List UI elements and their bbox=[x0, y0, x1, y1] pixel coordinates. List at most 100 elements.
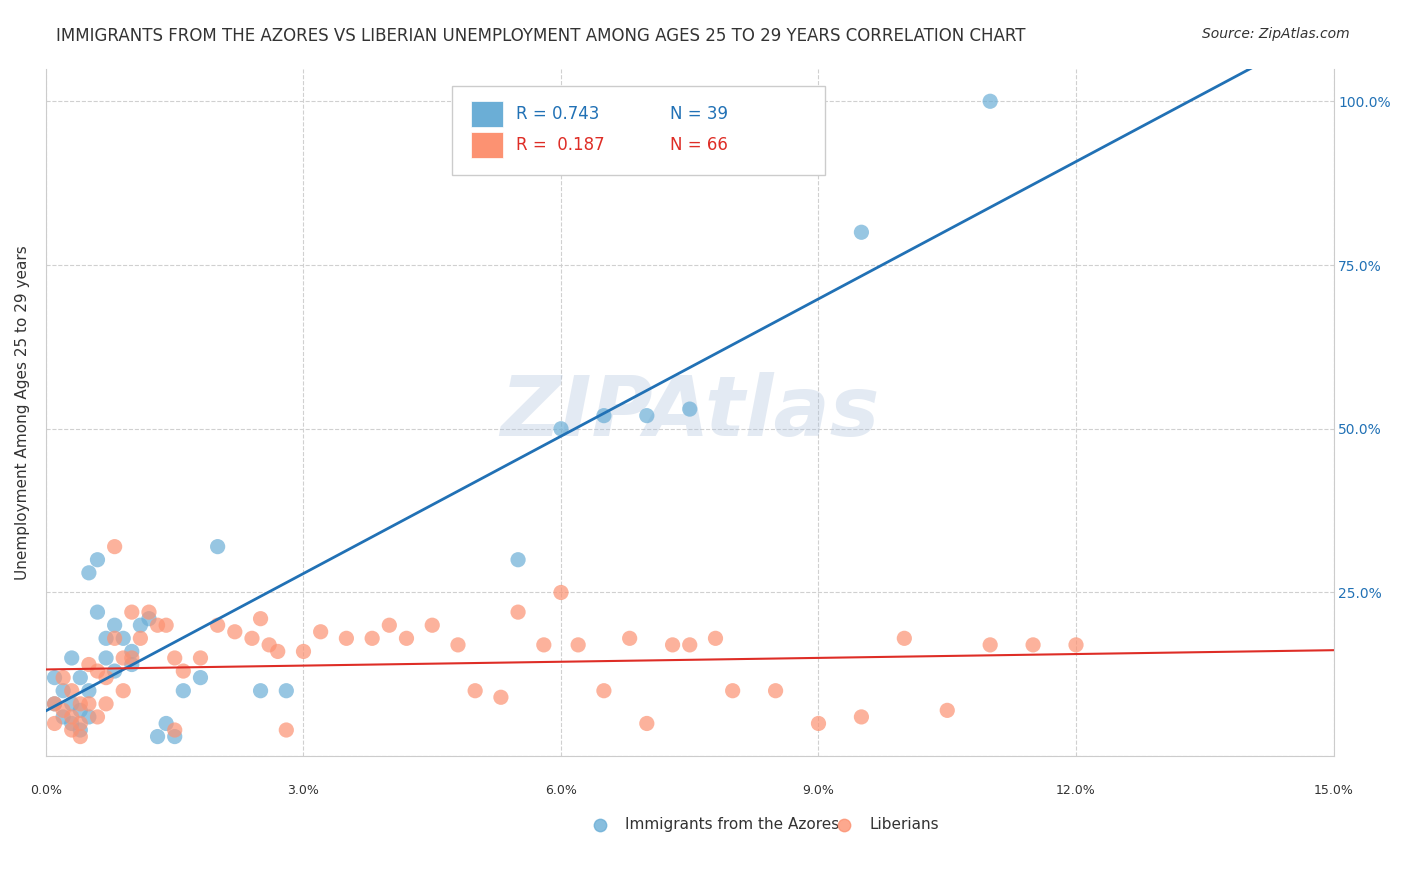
Point bbox=[619, 632, 641, 646]
Point bbox=[207, 540, 229, 554]
Point bbox=[489, 690, 512, 705]
Point bbox=[146, 730, 169, 744]
Text: 0.0%: 0.0% bbox=[30, 784, 62, 797]
Point bbox=[335, 632, 357, 646]
Text: 6.0%: 6.0% bbox=[546, 784, 576, 797]
Text: R = 0.743: R = 0.743 bbox=[516, 105, 599, 123]
Point bbox=[979, 95, 1001, 109]
Point bbox=[77, 566, 100, 580]
Point bbox=[807, 716, 830, 731]
Point bbox=[420, 618, 443, 632]
Point bbox=[721, 683, 744, 698]
Point bbox=[190, 651, 212, 665]
Point bbox=[636, 716, 658, 731]
Point bbox=[550, 585, 572, 599]
Point bbox=[249, 612, 271, 626]
Point bbox=[44, 671, 66, 685]
Point bbox=[121, 657, 143, 672]
Point bbox=[257, 638, 280, 652]
Point bbox=[146, 618, 169, 632]
Point bbox=[60, 651, 83, 665]
Point bbox=[52, 683, 75, 698]
Point bbox=[138, 612, 160, 626]
Point bbox=[163, 730, 186, 744]
Point bbox=[661, 638, 683, 652]
Point bbox=[60, 683, 83, 698]
Point bbox=[679, 402, 702, 417]
Point bbox=[276, 683, 298, 698]
Point bbox=[893, 632, 915, 646]
Point bbox=[679, 638, 702, 652]
Point bbox=[378, 618, 401, 632]
Text: R =  0.187: R = 0.187 bbox=[516, 136, 605, 153]
Point bbox=[44, 716, 66, 731]
Point bbox=[276, 723, 298, 737]
Text: N = 66: N = 66 bbox=[671, 136, 728, 153]
Text: IMMIGRANTS FROM THE AZORES VS LIBERIAN UNEMPLOYMENT AMONG AGES 25 TO 29 YEARS CO: IMMIGRANTS FROM THE AZORES VS LIBERIAN U… bbox=[56, 27, 1026, 45]
Text: Immigrants from the Azores: Immigrants from the Azores bbox=[626, 817, 839, 832]
Point bbox=[267, 644, 290, 658]
Point bbox=[60, 723, 83, 737]
Point bbox=[94, 651, 117, 665]
Point bbox=[533, 638, 555, 652]
Point bbox=[69, 716, 91, 731]
Point bbox=[224, 624, 246, 639]
Point bbox=[52, 703, 75, 717]
Point bbox=[86, 605, 108, 619]
Point bbox=[704, 632, 727, 646]
Text: 15.0%: 15.0% bbox=[1313, 784, 1354, 797]
Point bbox=[69, 697, 91, 711]
Text: 12.0%: 12.0% bbox=[1056, 784, 1095, 797]
Point bbox=[60, 697, 83, 711]
Point bbox=[94, 632, 117, 646]
Point bbox=[851, 225, 873, 239]
Point bbox=[163, 723, 186, 737]
Point bbox=[567, 638, 589, 652]
Point bbox=[936, 703, 959, 717]
Point bbox=[309, 624, 332, 639]
Point bbox=[69, 723, 91, 737]
Point bbox=[86, 553, 108, 567]
Point bbox=[361, 632, 384, 646]
Point bbox=[240, 632, 263, 646]
Point bbox=[447, 638, 470, 652]
Point bbox=[121, 644, 143, 658]
Y-axis label: Unemployment Among Ages 25 to 29 years: Unemployment Among Ages 25 to 29 years bbox=[15, 245, 30, 580]
Point bbox=[129, 632, 152, 646]
Point bbox=[112, 632, 135, 646]
Point bbox=[550, 422, 572, 436]
Point bbox=[104, 632, 127, 646]
Point bbox=[163, 651, 186, 665]
Point bbox=[172, 683, 194, 698]
Text: 3.0%: 3.0% bbox=[288, 784, 319, 797]
Point bbox=[765, 683, 787, 698]
Point bbox=[155, 618, 177, 632]
Point bbox=[77, 697, 100, 711]
Point bbox=[69, 671, 91, 685]
FancyBboxPatch shape bbox=[451, 86, 825, 175]
Point bbox=[979, 638, 1001, 652]
Point bbox=[77, 657, 100, 672]
Point bbox=[44, 697, 66, 711]
Point bbox=[86, 710, 108, 724]
Point bbox=[506, 553, 529, 567]
Point bbox=[121, 651, 143, 665]
Point bbox=[60, 710, 83, 724]
Point bbox=[249, 683, 271, 698]
Point bbox=[104, 540, 127, 554]
Point bbox=[69, 730, 91, 744]
Point bbox=[52, 710, 75, 724]
Point bbox=[1064, 638, 1087, 652]
Point bbox=[44, 697, 66, 711]
Point bbox=[129, 618, 152, 632]
Point bbox=[94, 697, 117, 711]
Point bbox=[112, 651, 135, 665]
Point bbox=[636, 409, 658, 423]
Point bbox=[506, 605, 529, 619]
Text: Liberians: Liberians bbox=[870, 817, 939, 832]
Point bbox=[86, 664, 108, 678]
Point bbox=[60, 716, 83, 731]
Point bbox=[292, 644, 315, 658]
Point bbox=[190, 671, 212, 685]
Point bbox=[155, 716, 177, 731]
